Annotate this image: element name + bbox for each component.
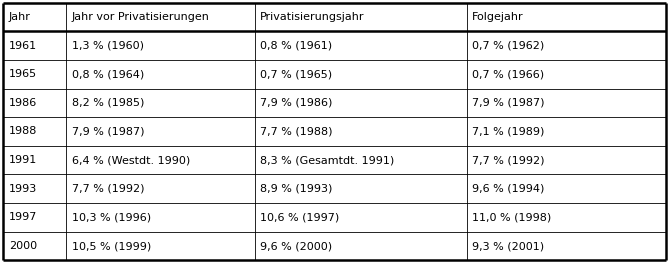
Text: 7,7 % (1988): 7,7 % (1988) (260, 127, 333, 136)
Text: 7,9 % (1987): 7,9 % (1987) (72, 127, 144, 136)
Text: 1986: 1986 (9, 98, 37, 108)
Text: 6,4 % (Westdt. 1990): 6,4 % (Westdt. 1990) (72, 155, 190, 165)
Text: 10,5 % (1999): 10,5 % (1999) (72, 241, 151, 251)
Text: Jahr: Jahr (9, 12, 31, 22)
Text: Privatisierungsjahr: Privatisierungsjahr (260, 12, 365, 22)
Text: 0,8 % (1961): 0,8 % (1961) (260, 41, 332, 50)
Text: 7,7 % (1992): 7,7 % (1992) (472, 155, 545, 165)
Text: 9,3 % (2001): 9,3 % (2001) (472, 241, 545, 251)
Text: 1991: 1991 (9, 155, 37, 165)
Text: 0,7 % (1962): 0,7 % (1962) (472, 41, 545, 50)
Text: Folgejahr: Folgejahr (472, 12, 524, 22)
Text: 7,9 % (1986): 7,9 % (1986) (260, 98, 332, 108)
Text: 0,8 % (1964): 0,8 % (1964) (72, 69, 144, 79)
Text: 9,6 % (2000): 9,6 % (2000) (260, 241, 332, 251)
Text: 7,7 % (1992): 7,7 % (1992) (72, 184, 144, 194)
Text: 0,7 % (1965): 0,7 % (1965) (260, 69, 332, 79)
Text: 8,9 % (1993): 8,9 % (1993) (260, 184, 332, 194)
Text: 11,0 % (1998): 11,0 % (1998) (472, 213, 551, 222)
Text: 7,9 % (1987): 7,9 % (1987) (472, 98, 545, 108)
Text: 0,7 % (1966): 0,7 % (1966) (472, 69, 545, 79)
Text: 2000: 2000 (9, 241, 37, 251)
Text: 10,6 % (1997): 10,6 % (1997) (260, 213, 340, 222)
Text: 8,3 % (Gesamtdt. 1991): 8,3 % (Gesamtdt. 1991) (260, 155, 395, 165)
Text: 1997: 1997 (9, 213, 37, 222)
Text: 9,6 % (1994): 9,6 % (1994) (472, 184, 545, 194)
Text: 10,3 % (1996): 10,3 % (1996) (72, 213, 151, 222)
Text: 1,3 % (1960): 1,3 % (1960) (72, 41, 144, 50)
Text: Jahr vor Privatisierungen: Jahr vor Privatisierungen (72, 12, 209, 22)
Text: 7,1 % (1989): 7,1 % (1989) (472, 127, 545, 136)
Text: 1965: 1965 (9, 69, 37, 79)
Text: 1993: 1993 (9, 184, 37, 194)
Text: 8,2 % (1985): 8,2 % (1985) (72, 98, 144, 108)
Text: 1988: 1988 (9, 127, 37, 136)
Text: 1961: 1961 (9, 41, 37, 50)
